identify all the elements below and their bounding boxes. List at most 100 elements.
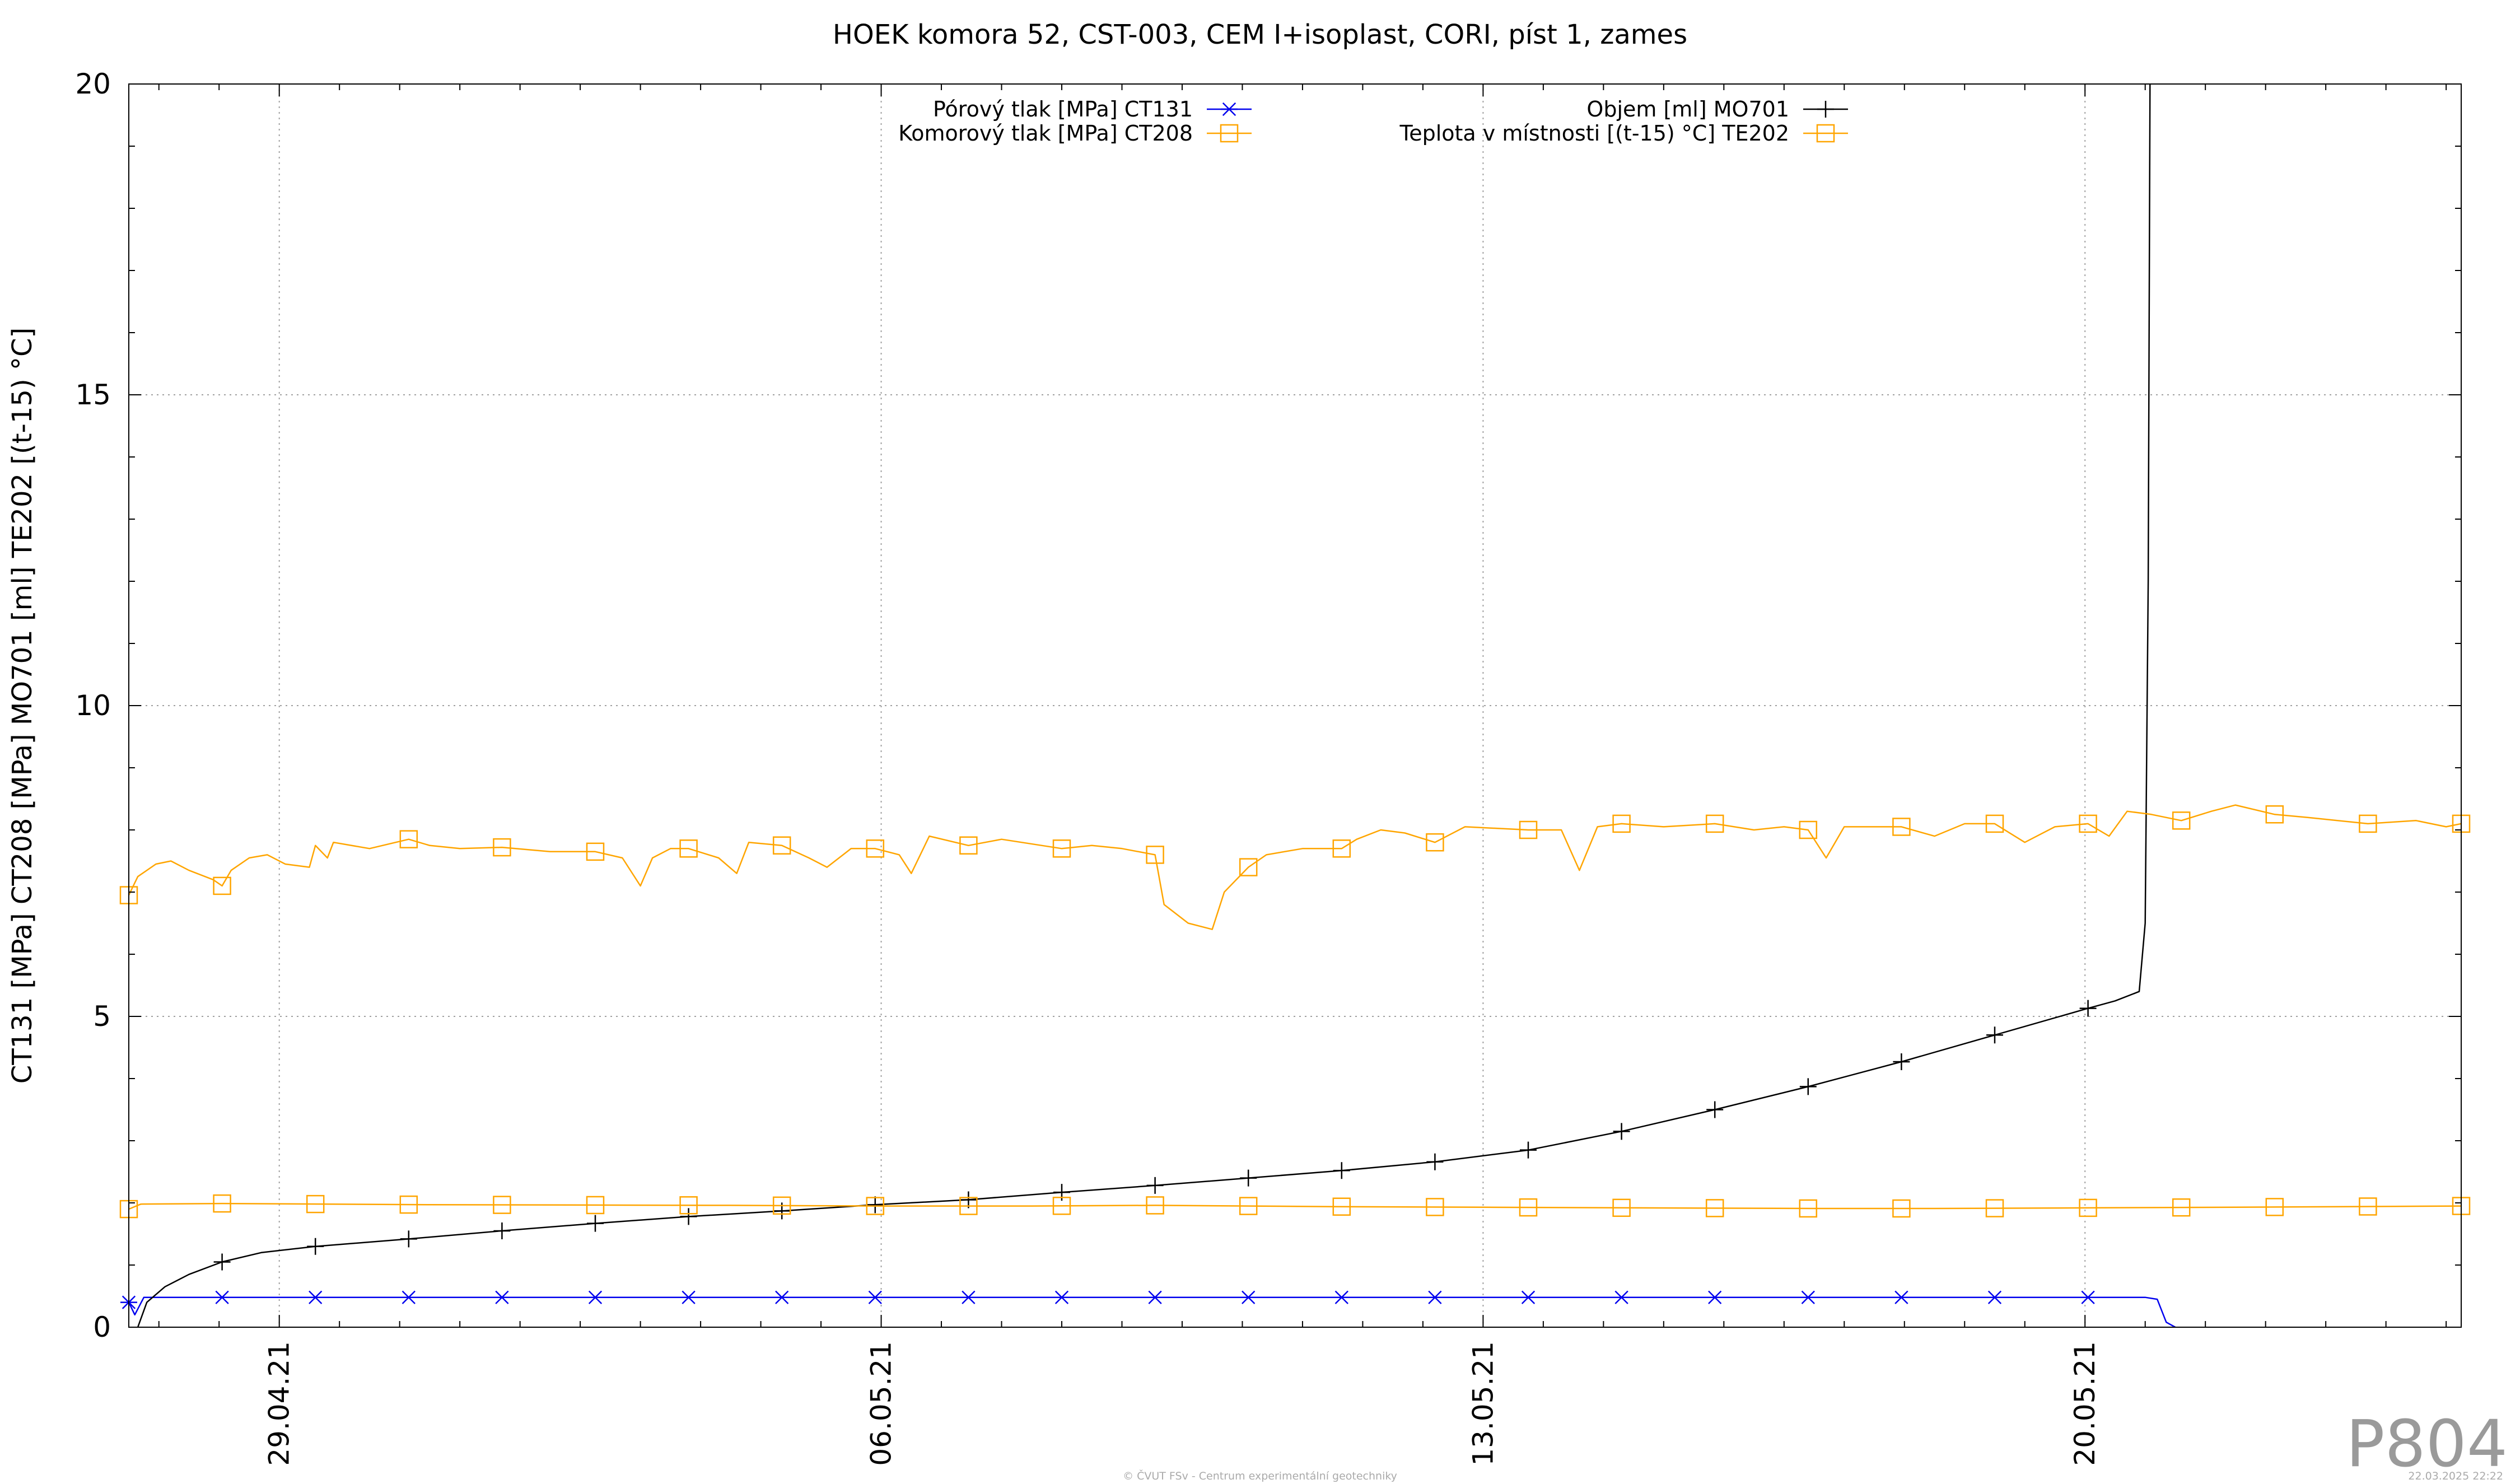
y-axis-label: CT131 [MPa] CT208 [MPa] MO701 [ml] TE202… [7,328,38,1084]
series-0-point-18 [1799,1290,1817,1304]
series-line-0 [128,1296,2176,1328]
series-2-point-18 [1799,1199,1818,1218]
series-3-point-12 [1332,839,1351,858]
series-2-point-11 [1146,1196,1164,1215]
y-tick-label-4: 20 [75,68,111,100]
series-0-point-14 [1426,1290,1444,1304]
series-3-point-2 [399,830,418,848]
series-1-point-15 [1613,1123,1630,1140]
series-2-point-4 [493,1196,511,1214]
y-tick-label-1: 5 [93,1000,111,1033]
series-line-3 [128,804,2462,930]
series-2-point-10 [1052,1197,1071,1215]
series-2-point-22 [2172,1198,2191,1217]
footer-timestamp: 22.03.2025 22:22 [2408,1470,2503,1482]
series-0-point-9 [960,1290,977,1304]
series-3-point-22 [2265,805,2284,824]
series-line-2 [128,1202,2462,1210]
series-0-point-7 [773,1290,791,1304]
series-1 [137,83,2151,1328]
series-2-point-17 [1705,1199,1724,1217]
axis-ticks: 0 5 10 15 20 29.04.21 06.05.21 13.05.21 20.05.21 [75,68,2461,1466]
legend-sample-marker-3 [1816,124,1835,143]
series-3-point-1 [213,876,231,895]
legend-label-2: Objem [ml] MO701 [1586,97,1789,122]
series-1-point-14 [1520,1141,1537,1159]
legend-label-3: Teplota v místnosti [(t-15) °C] TE202 [1399,121,1789,146]
series-2-point-9 [959,1197,978,1215]
series-3-point-13 [1426,833,1444,852]
series-2-point-6 [679,1196,698,1215]
series-3-point-18 [1892,818,1911,836]
series-0-point-17 [1706,1290,1724,1304]
series-2-point-3 [399,1195,418,1214]
series-1-point-3 [493,1222,511,1239]
series-3-point-19 [1985,814,2004,833]
series-0-point-16 [1613,1290,1630,1304]
series-0-point-3 [400,1290,417,1304]
series-2-point-16 [1612,1198,1631,1217]
series-0-point-21 [2079,1290,2097,1304]
series-2-point-23 [2265,1198,2284,1216]
series-3-point-14 [1519,820,1538,839]
series-1-point-2 [400,1230,417,1248]
series-3-point-23 [2359,814,2377,833]
series-0-point-15 [1520,1290,1537,1304]
series-0 [120,1290,2176,1328]
legend-sample-marker-2 [1817,101,1834,118]
series-3-point-3 [493,838,511,857]
series-2-point-21 [2079,1198,2097,1217]
x-tick-label-2: 13.05.21 [1467,1341,1499,1466]
series-0-point-19 [1893,1290,1910,1304]
series-0-point-12 [1240,1290,1257,1304]
series-2-point-12 [1239,1197,1258,1215]
series-2-point-5 [586,1196,605,1215]
series-2-point-20 [1985,1199,2004,1217]
series-0-point-5 [587,1290,604,1304]
series-3-point-11 [1239,858,1258,876]
series-3-point-17 [1799,820,1818,839]
x-tick-label-0: 29.04.21 [263,1341,296,1466]
plot-series [119,83,2471,1328]
series-2-point-2 [306,1194,325,1214]
series-3-point-5 [679,839,698,858]
series-0-point-13 [1333,1290,1350,1304]
legend-label-0: Pórový tlak [MPa] CT131 [933,97,1193,122]
y-tick-label-0: 0 [93,1311,111,1343]
series-1-point-0 [213,1253,231,1271]
series-3-point-9 [1052,839,1071,858]
series-3 [119,804,2471,930]
series-1-point-5 [680,1208,697,1225]
series-1-point-7 [866,1196,884,1214]
series-1-point-10 [1146,1177,1164,1194]
series-1-point-4 [587,1215,604,1232]
series-2-point-8 [866,1197,885,1215]
series-1-point-16 [1706,1101,1724,1118]
series-0-point-6 [680,1290,697,1304]
grid-lines [129,84,2461,1327]
series-2 [119,1194,2471,1219]
series-0-point-8 [866,1290,884,1304]
series-2-point-15 [1519,1198,1538,1217]
x-tick-label-1: 06.05.21 [865,1341,898,1466]
series-1-point-18 [1893,1053,1910,1071]
series-1-point-11 [1240,1169,1257,1187]
series-2-point-7 [772,1196,791,1215]
series-2-point-24 [2359,1197,2377,1216]
series-2-point-14 [1426,1198,1444,1216]
series-3-point-10 [1146,846,1164,864]
series-3-point-6 [772,836,791,855]
watermark: P804 [2346,1407,2508,1482]
legend-label-1: Komorový tlak [MPa] CT208 [898,121,1193,146]
series-0-point-1 [213,1290,231,1304]
series-1-point-9 [1053,1184,1070,1201]
y-tick-label-3: 15 [75,379,111,411]
legend-sample-marker-1 [1220,124,1239,143]
x-tick-label-3: 20.05.21 [2069,1341,2101,1466]
series-0-point-2 [307,1290,324,1304]
series-3-point-7 [866,839,885,858]
series-0-point-10 [1053,1290,1070,1304]
footer-copyright: © ČVUT FSv - Centrum experimentální geot… [1123,1469,1397,1482]
series-3-point-4 [586,842,605,861]
